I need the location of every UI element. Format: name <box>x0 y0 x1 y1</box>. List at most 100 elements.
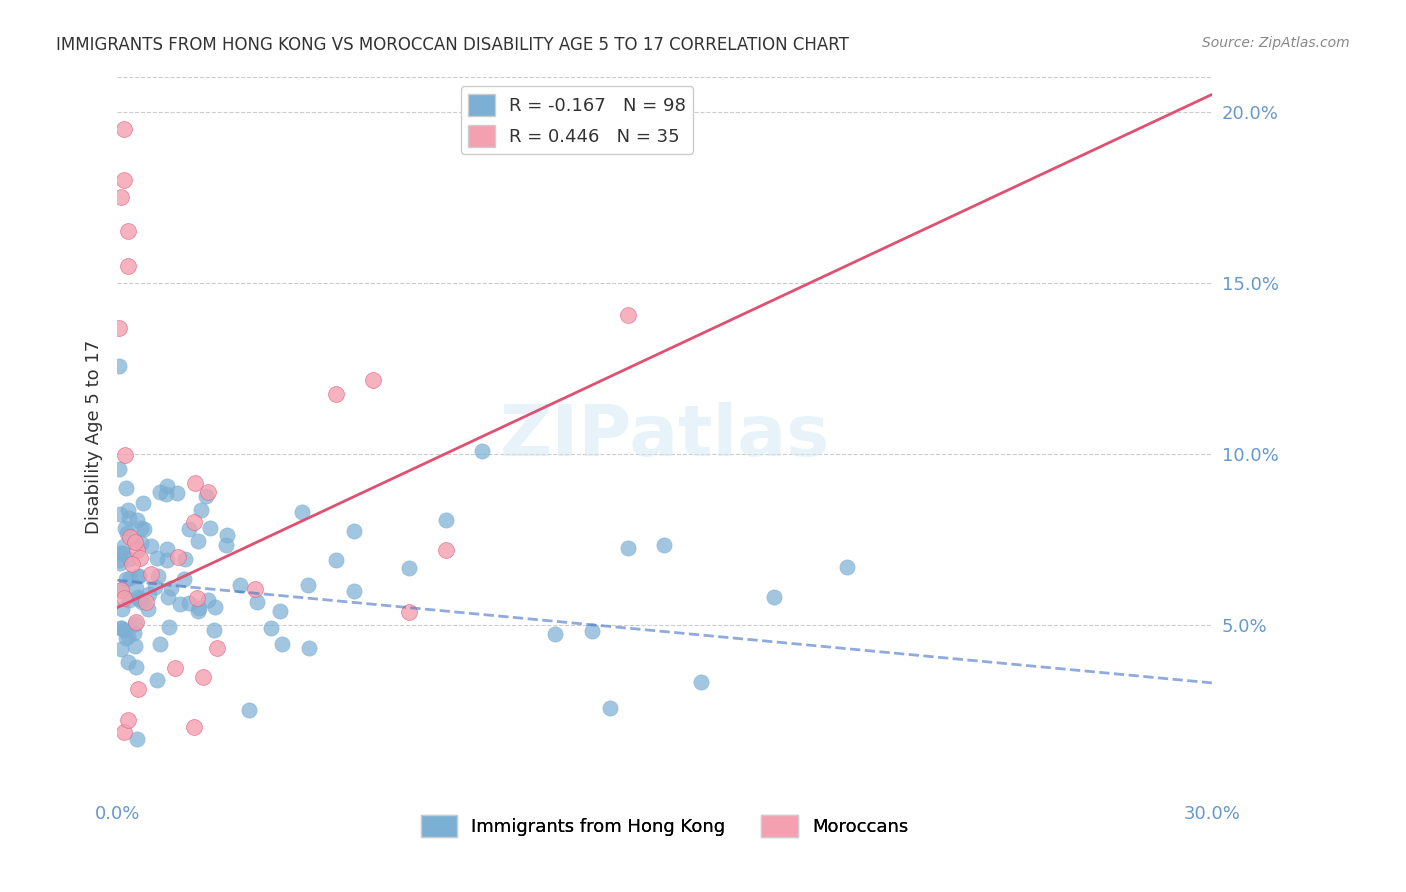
Point <box>202 624 225 638</box>
Point <box>184 476 207 491</box>
Point <box>138 587 160 601</box>
Point <box>159 582 181 596</box>
Point <box>139 567 162 582</box>
Text: ZIPatlas: ZIPatlas <box>499 402 830 471</box>
Point <box>114 481 136 495</box>
Point <box>124 617 146 632</box>
Point <box>125 581 148 595</box>
Point <box>156 541 179 556</box>
Point <box>157 591 180 605</box>
Text: Source: ZipAtlas.com: Source: ZipAtlas.com <box>1202 36 1350 50</box>
Point <box>125 615 148 629</box>
Point <box>131 521 153 535</box>
Point <box>434 543 457 558</box>
Point <box>114 121 136 136</box>
Text: IMMIGRANTS FROM HONG KONG VS MOROCCAN DISABILITY AGE 5 TO 17 CORRELATION CHART: IMMIGRANTS FROM HONG KONG VS MOROCCAN DI… <box>56 36 849 54</box>
Point <box>108 546 131 560</box>
Point <box>229 578 252 592</box>
Point <box>125 513 148 527</box>
Point <box>117 224 139 238</box>
Point <box>155 486 177 500</box>
Point <box>110 190 132 204</box>
Point <box>173 572 195 586</box>
Point <box>325 552 347 566</box>
Point <box>108 461 131 475</box>
Point <box>114 173 136 187</box>
Point <box>581 624 603 638</box>
Point <box>108 320 131 334</box>
Point <box>291 505 314 519</box>
Point <box>238 703 260 717</box>
Point <box>112 539 135 553</box>
Point <box>217 528 239 542</box>
Point <box>143 580 166 594</box>
Point <box>112 725 135 739</box>
Point <box>110 621 132 635</box>
Point <box>110 583 132 598</box>
Point <box>127 569 149 583</box>
Point <box>343 524 366 539</box>
Point <box>124 639 146 653</box>
Point <box>111 602 134 616</box>
Point <box>191 670 214 684</box>
Point <box>117 655 139 669</box>
Point <box>124 534 146 549</box>
Point <box>183 720 205 734</box>
Point <box>187 604 209 618</box>
Point <box>617 309 640 323</box>
Point <box>361 373 384 387</box>
Point <box>690 674 713 689</box>
Point <box>246 595 269 609</box>
Point <box>125 731 148 746</box>
Point <box>118 551 141 566</box>
Point <box>187 534 209 549</box>
Point <box>146 569 169 583</box>
Point <box>127 681 149 696</box>
Point <box>169 597 191 611</box>
Point <box>146 673 169 688</box>
Point <box>121 557 143 571</box>
Point <box>157 620 180 634</box>
Point <box>112 624 135 638</box>
Point <box>118 530 141 544</box>
Point <box>145 550 167 565</box>
Point <box>127 591 149 605</box>
Point <box>108 359 131 373</box>
Point <box>149 636 172 650</box>
Point <box>166 485 188 500</box>
Point <box>245 582 267 596</box>
Point <box>114 521 136 535</box>
Point <box>117 713 139 727</box>
Point <box>599 701 621 715</box>
Point <box>117 525 139 540</box>
Point <box>114 591 136 606</box>
Point <box>136 602 159 616</box>
Point <box>128 550 150 565</box>
Point <box>207 640 229 655</box>
Point <box>271 637 294 651</box>
Point <box>139 539 162 553</box>
Point <box>186 591 208 605</box>
Point <box>118 593 141 607</box>
Point <box>132 496 155 510</box>
Point <box>325 387 347 401</box>
Point <box>167 549 190 564</box>
Point <box>617 541 640 555</box>
Point <box>117 503 139 517</box>
Point <box>165 661 187 675</box>
Point <box>108 556 131 570</box>
Point <box>115 631 138 645</box>
Point <box>149 485 172 500</box>
Point <box>197 593 219 607</box>
Point <box>204 600 226 615</box>
Point <box>177 596 200 610</box>
Point <box>115 572 138 586</box>
Point <box>183 515 205 529</box>
Point <box>117 259 139 273</box>
Point <box>156 553 179 567</box>
Legend: Immigrants from Hong Kong, Moroccans: Immigrants from Hong Kong, Moroccans <box>413 808 915 844</box>
Point <box>131 595 153 609</box>
Point <box>125 660 148 674</box>
Point <box>110 642 132 657</box>
Point <box>111 546 134 560</box>
